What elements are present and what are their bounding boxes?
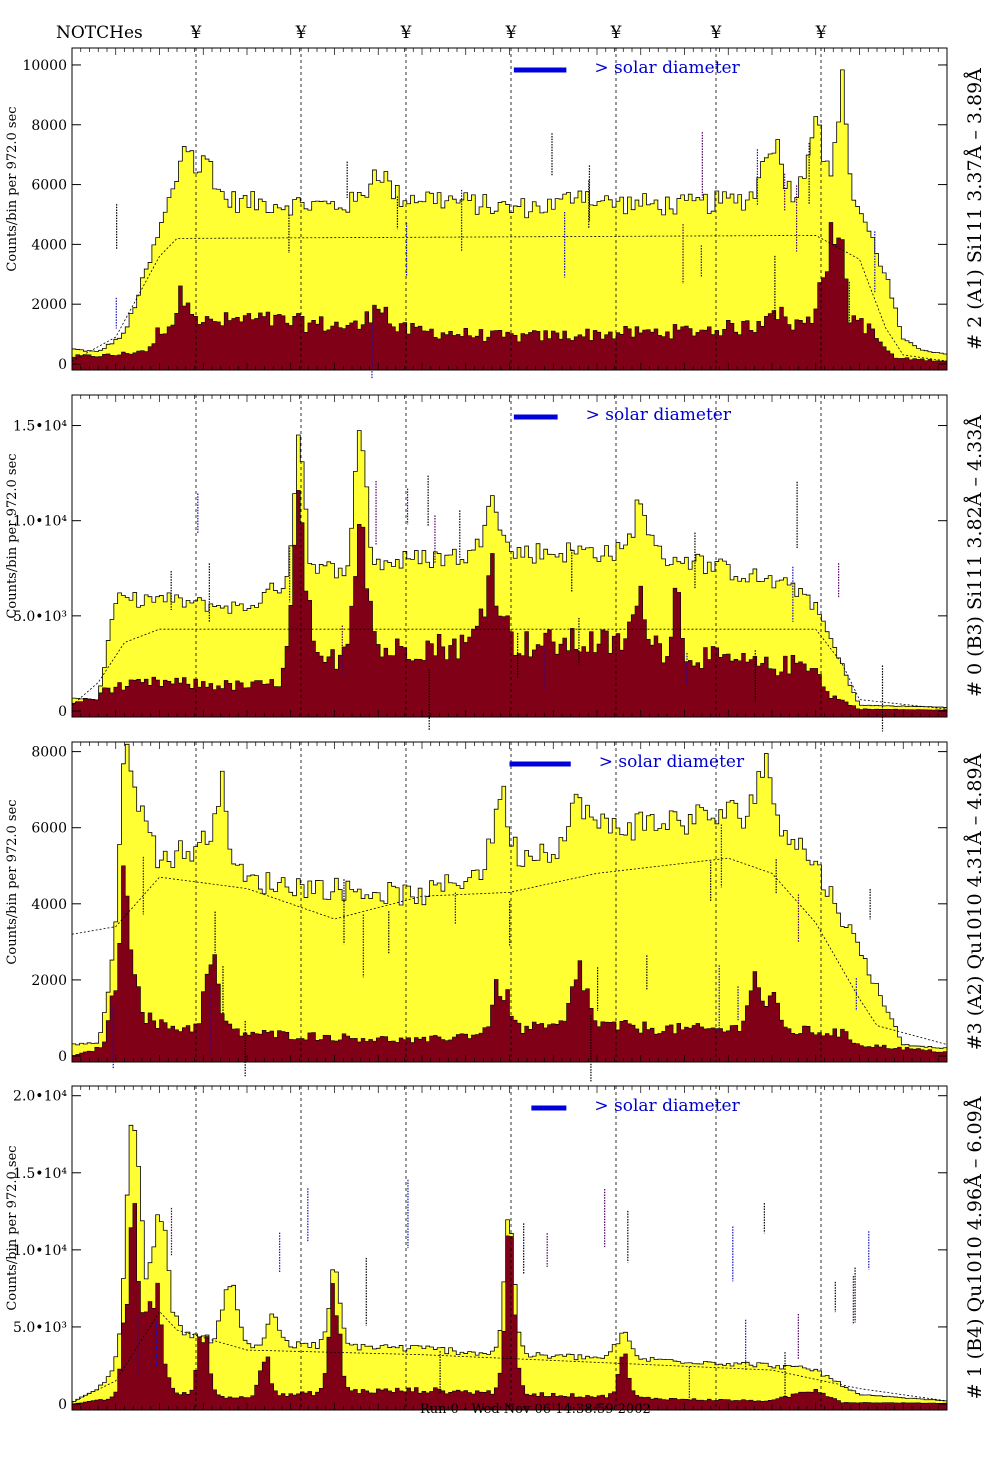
- component-counts-histogram: [71, 222, 948, 371]
- y-tick-label: 0: [58, 704, 67, 720]
- panels: 0 2000 4000 6000 8000 10000 Counts/bin per 972…: [5, 47, 986, 1413]
- y-tick-label: 5.0•10³: [13, 609, 67, 625]
- y-tick-label: 2000: [31, 297, 67, 313]
- notch-markers: ¥ ¥ ¥ ¥ ¥ ¥ ¥: [190, 23, 827, 43]
- y-axis-label: Counts/bin per 972.0 sec: [5, 1145, 20, 1310]
- solar-diameter-label: > solar diameter: [599, 752, 745, 772]
- model-curve: [71, 628, 948, 710]
- y-tick-label: 4000: [31, 237, 67, 253]
- y-axis-label: Counts/bin per 972.0 sec: [5, 106, 20, 271]
- y-tick-label: 2000: [31, 973, 67, 989]
- y-tick-label: 0: [58, 357, 67, 373]
- notch-marker: ¥: [400, 23, 412, 43]
- model-curve: [71, 1310, 948, 1403]
- chart-panel-3: 0 5.0•10³ 1.0•10⁴ 1.5•10⁴ 2.0•10⁴ Counts/bin …: [5, 1085, 986, 1413]
- total-counts-histogram: [71, 743, 948, 1063]
- notch-marker: ¥: [505, 23, 517, 43]
- y-tick-label: 8000: [31, 745, 67, 761]
- footer-run-timestamp: Run 0 · Wed Nov 06 14:38:59 2002: [420, 1402, 651, 1417]
- total-counts-histogram: [71, 69, 948, 371]
- model-curve: [71, 857, 948, 1045]
- component-counts-histogram: [71, 490, 948, 718]
- solar-diameter-label: > solar diameter: [586, 405, 732, 425]
- y-tick-label: 2.0•10⁴: [13, 1089, 67, 1105]
- y-tick-label: 5.0•10³: [13, 1320, 67, 1336]
- panel-title: # 2 (A1) Si111 3.37Å – 3.89Å: [964, 68, 986, 350]
- notches-label: NOTCHes: [56, 23, 143, 43]
- solar-diameter-label: > solar diameter: [594, 58, 740, 78]
- y-tick-label: 1.5•10⁴: [13, 1166, 67, 1182]
- notch-marker: ¥: [815, 23, 827, 43]
- y-axis-label: Counts/bin per 972.0 sec: [5, 799, 20, 964]
- solar-diameter-label: > solar diameter: [594, 1096, 740, 1116]
- y-tick-label: 0: [58, 1049, 67, 1065]
- panel-title: #3 (A2) Qu1010 4.31Å – 4.89Å: [964, 753, 986, 1050]
- component-counts-histogram: [71, 865, 948, 1063]
- chart-panel-2: 0 2000 4000 6000 8000 Counts/bin per 972.0 se…: [5, 741, 986, 1083]
- component-counts-histogram: [71, 1203, 948, 1411]
- y-tick-label: 10000: [22, 58, 67, 74]
- y-tick-label: 1.0•10⁴: [13, 514, 67, 530]
- chart-panel-1: 0 5.0•10³ 1.0•10⁴ 1.5•10⁴ Counts/bin per 972…: [5, 394, 986, 732]
- y-tick-label: 4000: [31, 897, 67, 913]
- y-tick-label: 1.0•10⁴: [13, 1243, 67, 1259]
- y-axis-label: Counts/bin per 972.0 sec: [5, 453, 20, 618]
- panel-title: # 1 (B4) Qu1010 4.96Å – 6.09Å: [964, 1096, 986, 1399]
- notch-marker: ¥: [190, 23, 202, 43]
- y-tick-label: 6000: [31, 178, 67, 194]
- notch-marker: ¥: [295, 23, 307, 43]
- notch-marker: ¥: [710, 23, 722, 43]
- y-tick-label: 0: [58, 1397, 67, 1413]
- chart-panel-0: 0 2000 4000 6000 8000 10000 Counts/bin per 972…: [5, 47, 986, 379]
- panel-title: # 0 (B3) Si111 3.82Å – 4.33Å: [964, 415, 986, 697]
- y-tick-label: 6000: [31, 821, 67, 837]
- notch-marker: ¥: [610, 23, 622, 43]
- y-tick-label: 1.5•10⁴: [13, 419, 67, 435]
- y-tick-label: 8000: [31, 118, 67, 134]
